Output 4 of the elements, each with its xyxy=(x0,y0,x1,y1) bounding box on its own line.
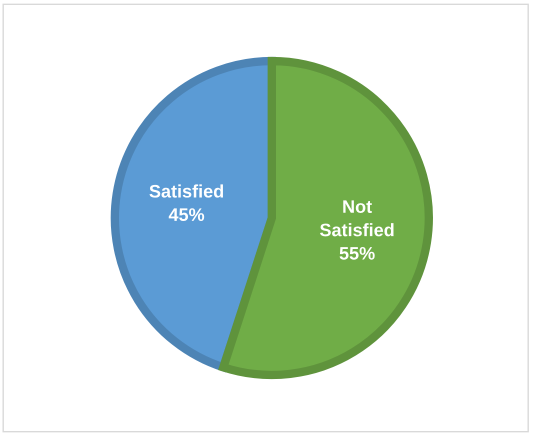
data-label: 45% xyxy=(168,208,204,222)
slice-label: Not Satisfied xyxy=(320,200,394,236)
slice-label: Satisfied xyxy=(149,184,224,198)
data-label: 55% xyxy=(340,246,375,260)
